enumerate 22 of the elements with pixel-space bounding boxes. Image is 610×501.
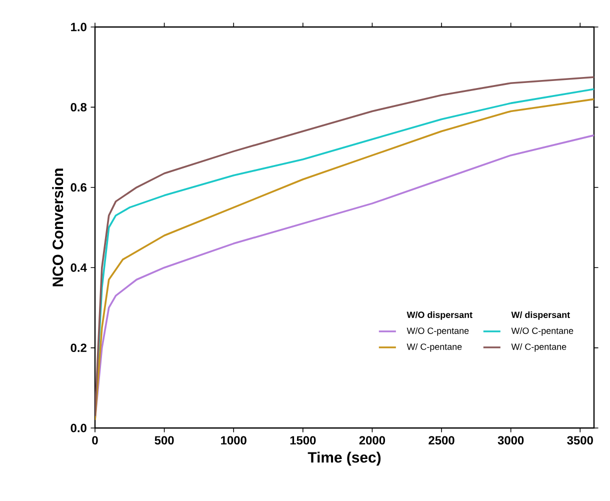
legend-label: W/O C-pentane (406, 327, 469, 336)
y-tick-label: 0.4 (70, 263, 87, 272)
annotation: W/O dispersant (406, 311, 472, 320)
x-tick-label: 500 (154, 436, 174, 445)
x-tick-label: 3000 (498, 436, 524, 445)
x-tick-label: 0 (92, 436, 98, 445)
x-tick-label: 1000 (221, 436, 246, 445)
y-tick-label: 1.0 (71, 22, 86, 32)
legend-label: W/O C-pentane (511, 327, 574, 336)
legend-label: W/ C-pentane (406, 343, 462, 352)
y-axis-title: NCO Conversion (52, 168, 64, 286)
y-tick-label: 0.6 (70, 183, 86, 192)
annotation: W/ dispersant (511, 311, 570, 320)
y-tick-label: 0.0 (70, 424, 86, 432)
x-axis-title: Time (sec) (308, 452, 381, 466)
y-tick-label: 0.2 (70, 344, 86, 352)
x-tick-label: 3500 (567, 436, 593, 445)
y-tick-label: 0.8 (70, 102, 87, 112)
x-tick-label: 2000 (359, 436, 386, 445)
legend-label: W/ C-pentane (511, 343, 566, 352)
x-tick-label: 2500 (428, 436, 454, 445)
x-tick-label: 1500 (290, 436, 316, 445)
